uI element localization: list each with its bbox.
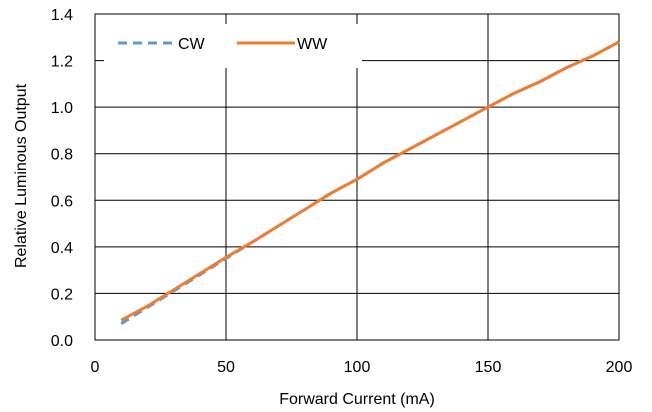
x-tick-label: 0	[91, 359, 100, 376]
y-tick-label: 0.4	[51, 240, 73, 257]
x-tick-label: 150	[475, 359, 502, 376]
series-layer	[120, 40, 620, 325]
y-tick-label: 0.6	[51, 193, 73, 210]
y-tick-label: 0.2	[51, 286, 73, 303]
plot-area	[94, 13, 620, 341]
legend-background	[104, 24, 362, 68]
y-tick-label: 0.0	[51, 333, 73, 350]
y-tick-label: 1.2	[51, 54, 73, 71]
legend-label-cw: CW	[178, 36, 206, 53]
y-axis-title: Relative Luminous Output	[13, 83, 30, 268]
series-line-ww	[120, 40, 620, 322]
y-tick-label: 0.8	[51, 147, 73, 164]
legend: CW WW	[104, 24, 362, 68]
y-axis: 0.0 0.2 0.4 0.6 0.8 1.0 1.2 1.4	[51, 7, 73, 350]
x-tick-label: 200	[606, 359, 633, 376]
legend-label-ww: WW	[297, 36, 328, 53]
x-tick-label: 100	[344, 359, 371, 376]
y-tick-label: 1.4	[51, 7, 73, 24]
x-axis-title: Forward Current (mA)	[279, 391, 435, 408]
x-tick-label: 50	[217, 359, 235, 376]
series-line-cw	[120, 40, 620, 325]
x-axis: 0 50 100 150 200	[91, 359, 633, 376]
y-tick-label: 1.0	[51, 100, 73, 117]
